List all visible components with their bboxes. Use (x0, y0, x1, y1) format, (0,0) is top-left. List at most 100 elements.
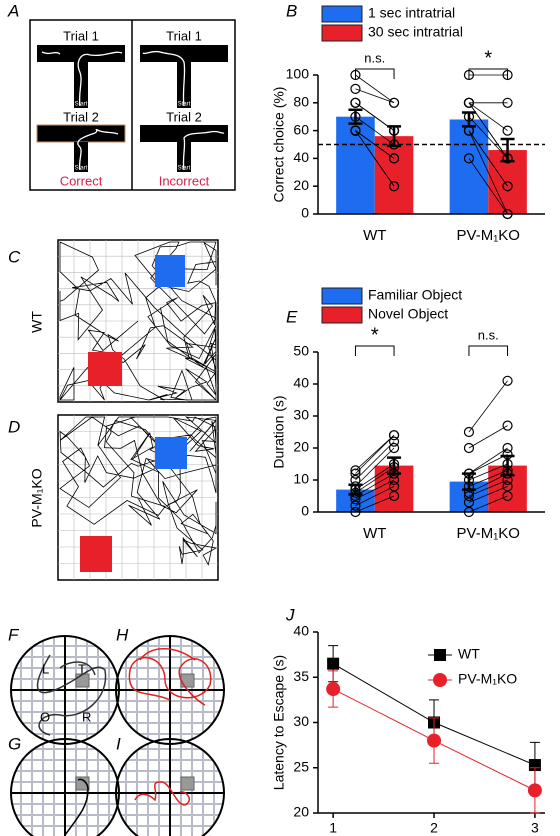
maze-start: Start (75, 102, 88, 108)
y-tick-label: 0 (301, 503, 309, 519)
subject-point (350, 465, 361, 476)
x-tick-label: PV-M₁KO (457, 525, 520, 542)
pair-line (355, 116, 395, 145)
pair-line (468, 463, 508, 481)
legend-label: WT (458, 646, 480, 662)
pair-line (355, 447, 395, 487)
water-maze (11, 636, 119, 744)
subject-point (388, 490, 400, 502)
significance-bracket (468, 345, 509, 356)
subject-point (388, 153, 400, 164)
pair-line (468, 130, 508, 187)
error-bar (500, 454, 515, 477)
pool-rim (10, 738, 120, 836)
pair-line (355, 495, 395, 513)
subject-point (463, 97, 475, 108)
pair-line (355, 479, 395, 500)
y-tick-label: 20 (293, 177, 309, 193)
pair-line (468, 447, 508, 474)
subject-point (463, 426, 475, 438)
legend-label: 30 sec intratrial (368, 24, 463, 40)
pair-line (468, 454, 508, 474)
maze-start: Start (75, 166, 88, 172)
pair-line (468, 130, 508, 215)
panel-label: D (8, 417, 20, 436)
x-tick-label: 1 (329, 820, 337, 836)
maze-outcome: Correct (60, 173, 103, 188)
y-axis-title: Correct choice (%) (271, 87, 287, 203)
marker (433, 673, 447, 687)
subject-point (502, 181, 513, 192)
quadrant-labels: L T O R (40, 661, 91, 724)
maze-trial-label: Trial 2 (63, 109, 99, 124)
panel-label: B (286, 1, 297, 20)
subject-point (463, 490, 475, 502)
pair-line (355, 88, 395, 104)
subject-point (388, 436, 400, 447)
y-axis-title: Latency to Escape (s) (271, 655, 287, 790)
subject-point (388, 181, 400, 192)
pair-line (468, 102, 508, 131)
subject-point (388, 474, 400, 486)
subject-point (502, 420, 513, 431)
legend-label: 1 sec intratrial (368, 5, 455, 21)
subject-point (388, 430, 400, 441)
panel-label: I (116, 734, 121, 753)
subject-point (463, 153, 475, 164)
marker (327, 657, 340, 670)
panel-label: C (8, 247, 21, 266)
subject-point (388, 481, 400, 492)
pair-line (468, 425, 508, 449)
significance-label: n.s. (478, 327, 499, 342)
bar (374, 136, 414, 214)
y-tick-label: 40 (293, 149, 309, 165)
significance-bracket (354, 68, 395, 79)
maze-start: Start (178, 166, 191, 172)
pair-line (355, 74, 395, 104)
pair-line (468, 486, 508, 503)
marker (527, 783, 542, 798)
error-bar (387, 456, 402, 475)
x-tick-label: 2 (430, 820, 438, 836)
subject-point (350, 83, 361, 95)
panel-label: G (8, 734, 21, 753)
bar (336, 116, 375, 214)
x-tick-label: WT (363, 227, 386, 244)
error-bar (387, 125, 402, 148)
marker (427, 733, 442, 748)
pool-rim (10, 635, 120, 745)
legend-label: PV-M₁KO (458, 671, 517, 687)
maze-shapes (36, 45, 228, 172)
legend-label: Familiar Object (368, 287, 462, 303)
subject-point (388, 442, 400, 454)
subject-point (463, 497, 475, 508)
trajectory (59, 241, 218, 402)
panel-label: A (7, 1, 19, 20)
x-tick-label: PV-M₁KO (457, 227, 520, 244)
significance-label: * (371, 324, 379, 346)
subject-point (463, 442, 475, 454)
y-tick-label: 50 (293, 343, 309, 359)
open-field (57, 239, 219, 403)
maze-start: Start (178, 102, 191, 108)
legend-swatch (321, 287, 363, 305)
pair-line (468, 380, 508, 433)
maze-panel: Trial 1 Trial 1 Trial 2 Trial 2 Correct … (29, 19, 236, 191)
y-tick-label: 60 (293, 121, 309, 137)
y-tick-label: 30 (293, 713, 309, 729)
y-tick-label: 80 (293, 94, 309, 110)
subject-point (350, 97, 361, 108)
legend-swatch (321, 306, 363, 324)
pair-line (355, 130, 395, 187)
subject-point (502, 490, 513, 502)
panel-label: E (286, 307, 298, 326)
subject-point (502, 375, 513, 386)
pair-line (355, 466, 395, 494)
maze-outcome: Incorrect (159, 173, 210, 188)
error-bar (461, 472, 476, 491)
y-tick-label: 20 (293, 439, 309, 455)
y-tick-label: 10 (293, 471, 309, 487)
marker (326, 682, 341, 697)
significance-bracket (468, 68, 509, 79)
